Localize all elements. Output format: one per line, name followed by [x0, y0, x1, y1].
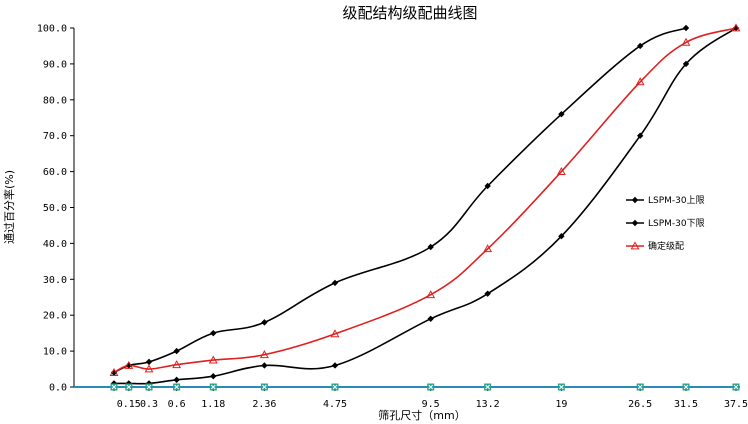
series-4-point — [110, 383, 118, 391]
legend-label: LSPM-30下限 — [648, 218, 705, 229]
series-4-point-cross — [126, 384, 132, 390]
y-tick-label: 30.0 — [43, 275, 67, 286]
y-tick-label: 50.0 — [43, 203, 67, 214]
series-3-point — [144, 364, 154, 373]
y-tick-label: 80.0 — [43, 95, 67, 106]
y-tick-label: 60.0 — [43, 167, 67, 178]
chart-title: 级配结构级配曲线图 — [342, 4, 477, 22]
series-2-point — [484, 290, 491, 297]
series-4-point — [145, 383, 153, 391]
y-tick-label: 100.0 — [37, 24, 67, 35]
y-tick-label: 40.0 — [43, 239, 67, 250]
series-4-point — [732, 383, 740, 391]
series-2-point — [331, 362, 339, 369]
series-4-point — [173, 383, 181, 391]
series-2-point — [210, 373, 217, 380]
series-3-line — [113, 27, 737, 374]
legend-marker — [631, 196, 639, 204]
series-4-point — [636, 383, 644, 391]
x-axis-label: 筛孔尺寸（mm） — [378, 408, 465, 422]
series-3-point — [208, 355, 218, 364]
series-1-line — [113, 27, 687, 374]
series-4-point — [484, 383, 492, 391]
series-3-point — [124, 360, 134, 369]
series-1-point — [558, 110, 565, 118]
x-tick-label: 0.15 — [117, 399, 141, 410]
series-3-point — [426, 290, 436, 299]
x-tick-label: 0.6 — [168, 399, 186, 410]
series-4-point — [557, 383, 565, 391]
x-tick-label: 0.3 — [140, 399, 158, 410]
series-2-point — [261, 362, 268, 369]
series-2-point — [173, 376, 180, 384]
legend-label: LSPM-30上限 — [648, 195, 705, 206]
series-2-point — [427, 315, 434, 322]
y-tick-label: 10.0 — [43, 347, 67, 358]
y-tick-label: 70.0 — [43, 131, 67, 142]
series-3-point — [259, 350, 269, 359]
series-4-point-cross — [174, 384, 179, 390]
series-4-point — [427, 383, 435, 391]
series-4-point-cross — [559, 384, 564, 390]
legend-marker — [631, 219, 639, 227]
x-tick-label: 26.5 — [628, 399, 652, 410]
series-4-point — [209, 383, 217, 391]
y-tick-label: 20.0 — [43, 311, 67, 322]
series-4-point — [125, 383, 133, 391]
series-4-point-cross — [111, 384, 117, 390]
series-4-point-cross — [637, 384, 643, 390]
series-1-point — [484, 182, 491, 190]
x-tick-label: 37.5 — [724, 399, 748, 410]
series-3-point — [483, 244, 493, 253]
series-4-point-cross — [210, 384, 216, 390]
x-tick-label: 9.5 — [422, 399, 440, 410]
series-1-point — [210, 329, 217, 337]
y-tick-label: 0.0 — [49, 383, 67, 394]
series-3-point — [109, 368, 119, 377]
series-2-point — [682, 60, 690, 68]
series-1-point — [636, 42, 644, 50]
series-3-point — [556, 166, 566, 175]
series-3-point — [681, 37, 691, 46]
x-tick-label: 31.5 — [674, 399, 698, 410]
x-tick-label: 4.75 — [323, 399, 347, 410]
x-tick-label: 1.18 — [201, 399, 225, 410]
series-4-point — [260, 383, 268, 391]
series-2-point — [558, 233, 565, 240]
x-tick-label: 13.2 — [476, 399, 500, 410]
series-4-point-cross — [146, 384, 152, 390]
series-1-point — [173, 347, 180, 355]
series-4-point-cross — [485, 384, 491, 390]
y-tick-label: 90.0 — [43, 59, 67, 70]
series-3-point — [635, 77, 645, 86]
series-3-point — [172, 360, 182, 369]
series-3-point — [731, 23, 741, 32]
legend-marker — [630, 241, 640, 250]
legend-label: 确定级配 — [648, 240, 684, 252]
x-tick-label: 2.36 — [252, 399, 276, 410]
series-2-line — [114, 27, 737, 385]
series-4-point — [682, 383, 690, 391]
series-4-point — [331, 383, 339, 391]
series-4-point-cross — [733, 384, 739, 390]
series-4-point-cross — [332, 384, 338, 390]
series-2-point — [636, 132, 644, 139]
series-1-point — [427, 243, 434, 251]
series-1-point — [682, 24, 690, 32]
x-tick-label: 19 — [555, 399, 567, 410]
series-1-point — [145, 358, 153, 366]
series-3-point — [330, 329, 340, 338]
series-1-point — [331, 279, 339, 287]
series-4-point-cross — [428, 384, 434, 390]
series-1-point — [261, 319, 268, 326]
series-4-point-cross — [262, 384, 267, 390]
series-4-point-cross — [683, 384, 689, 390]
y-axis-label: 通过百分率(%) — [2, 170, 16, 244]
